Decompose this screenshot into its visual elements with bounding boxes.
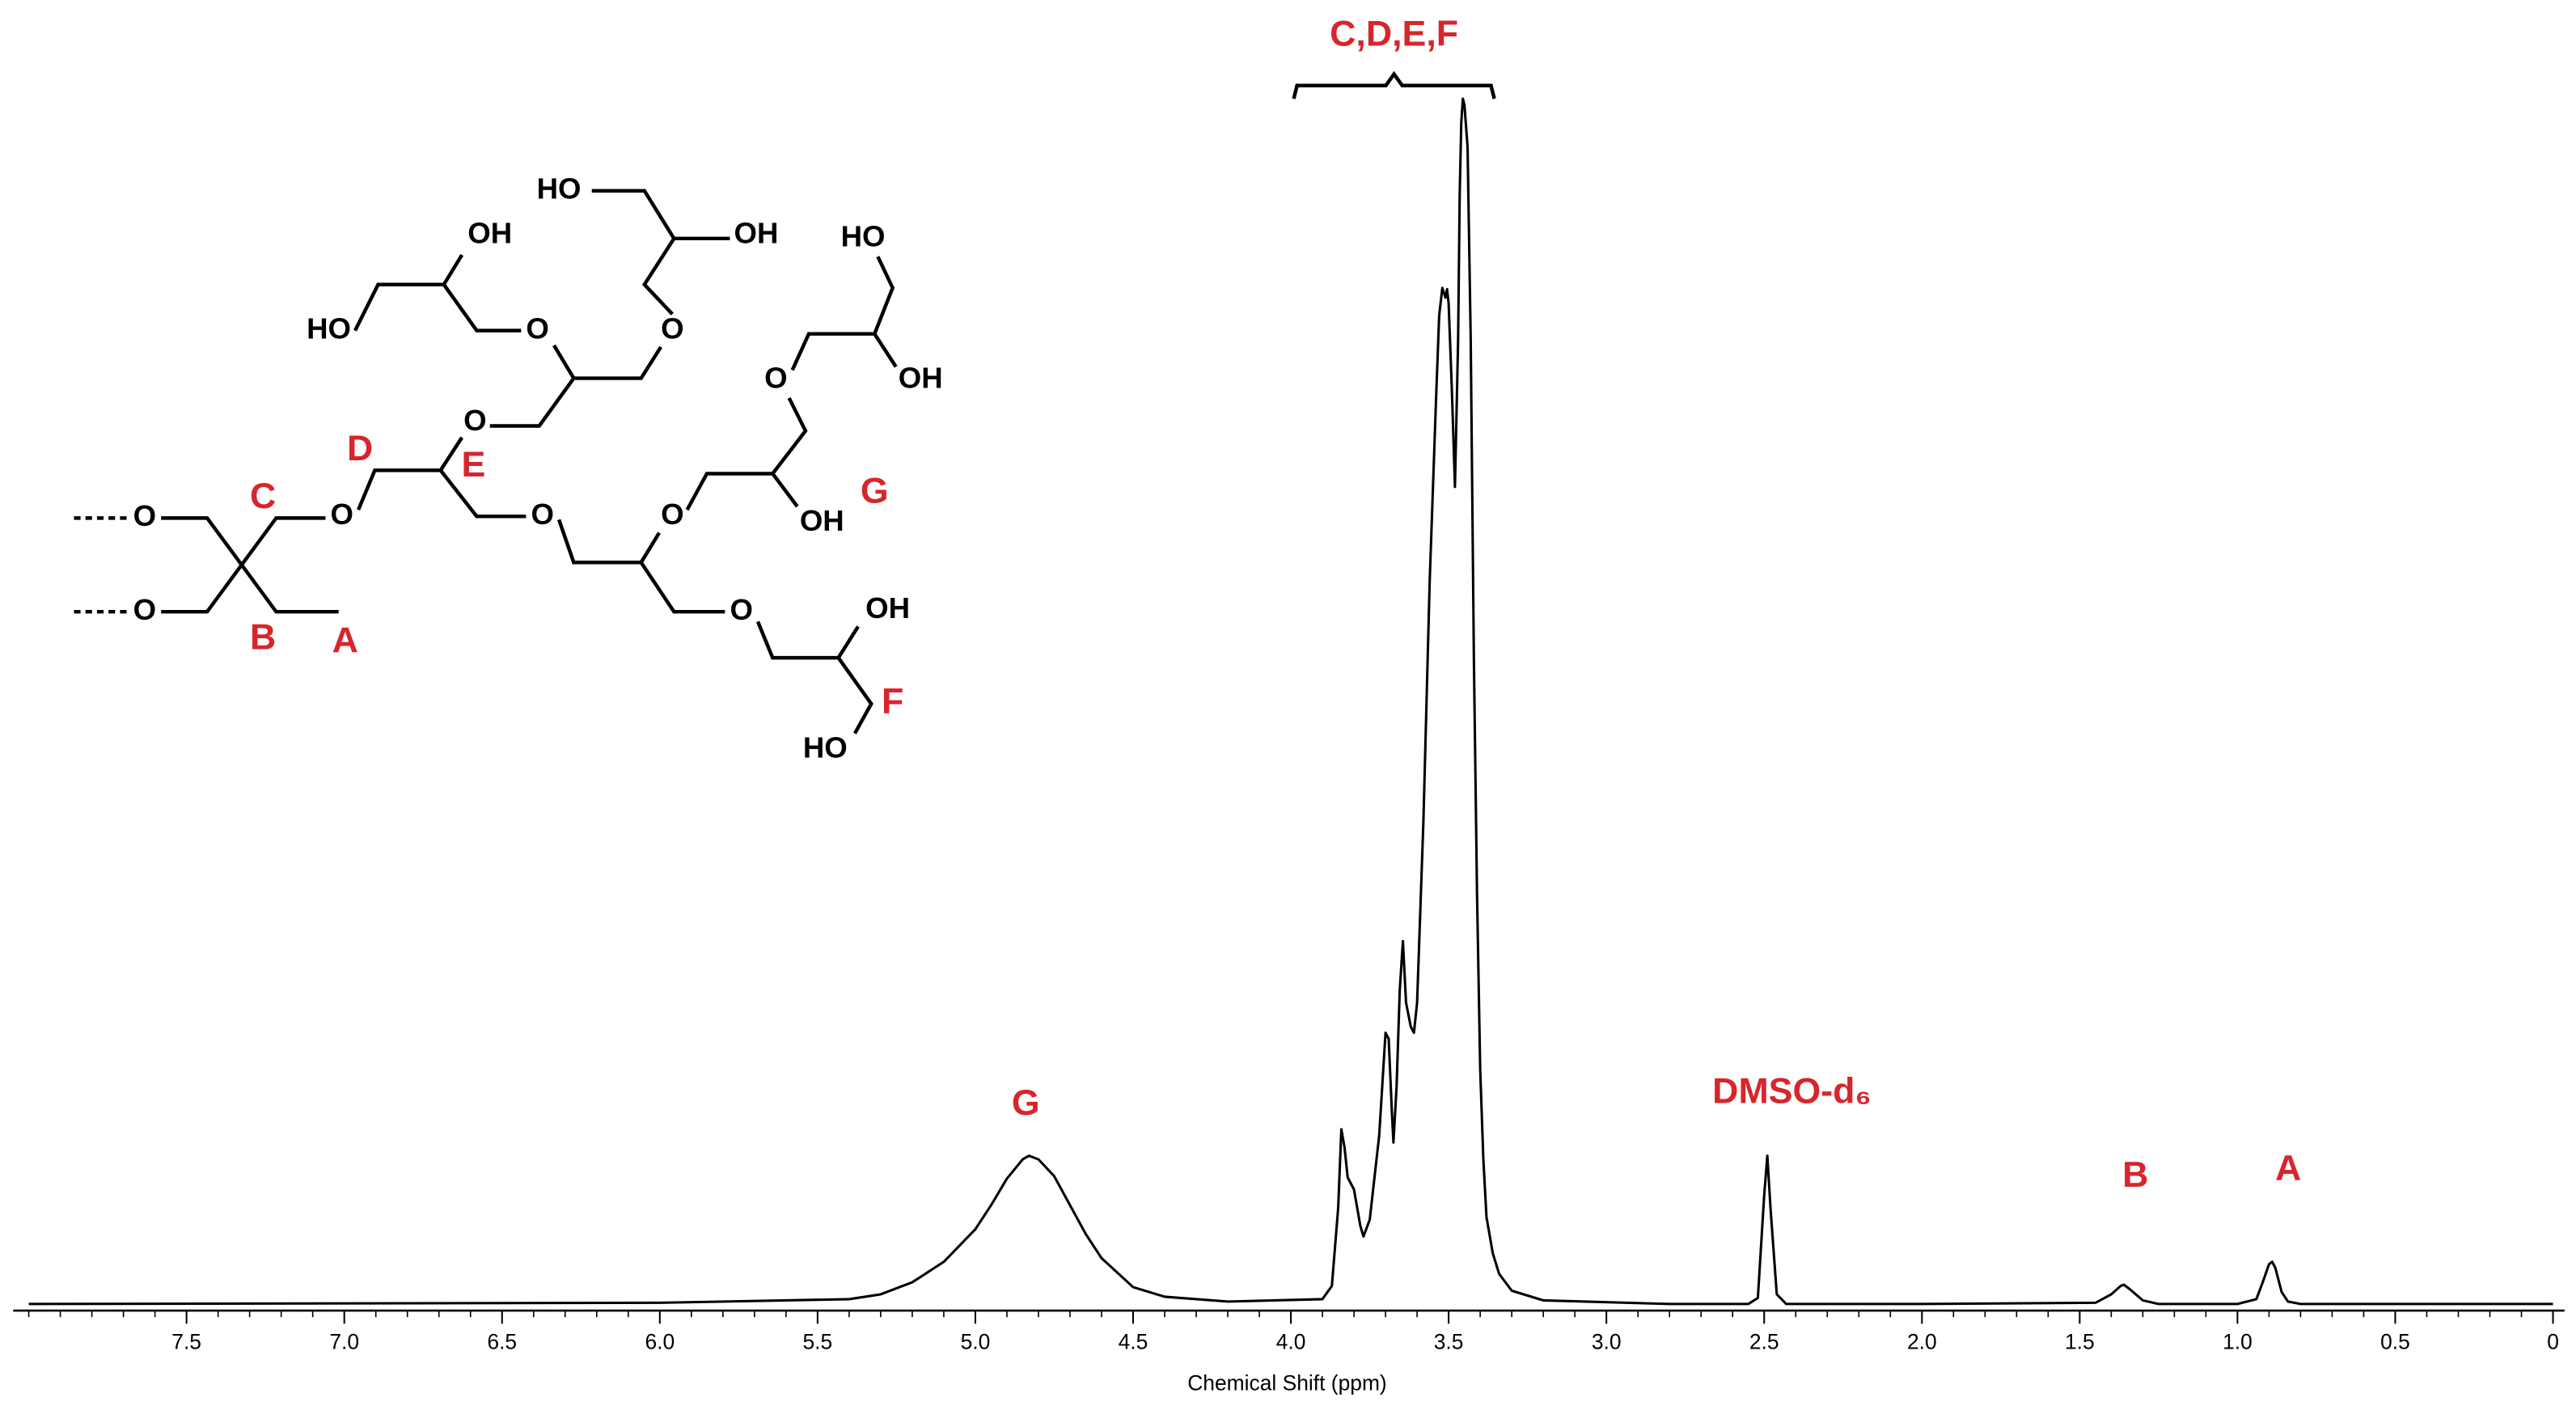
position-label: C <box>250 476 276 516</box>
x-axis-label: Chemical Shift (ppm) <box>1187 1370 1387 1395</box>
bond <box>74 516 129 614</box>
x-tick-label: 3.0 <box>1592 1330 1622 1354</box>
x-tick-label: 3.5 <box>1434 1330 1464 1354</box>
x-tick-label: 5.5 <box>803 1330 833 1354</box>
atom-label: O <box>526 311 548 345</box>
atom-label: HO <box>537 172 582 205</box>
spectrum-line <box>28 97 2553 1306</box>
x-tick-label: 6.5 <box>487 1330 517 1354</box>
atom-label: O <box>133 593 156 626</box>
position-label: G <box>861 472 889 511</box>
atom-label: HO <box>841 219 886 252</box>
atom-label: O <box>331 498 353 531</box>
x-tick-label: 5.0 <box>961 1330 991 1354</box>
x-tick-label: 7.5 <box>171 1330 201 1354</box>
atom-label: O <box>661 311 683 345</box>
annotation: G <box>1012 1083 1040 1123</box>
atom-label: O <box>463 404 486 437</box>
annotation: C,D,E,F <box>1330 15 1458 54</box>
atom-label: HO <box>803 731 848 764</box>
annotation: A <box>2275 1149 2301 1188</box>
atom-label: OH <box>865 591 910 625</box>
position-label: A <box>332 621 358 661</box>
x-tick-label: 0 <box>2547 1330 2559 1354</box>
atom-label: O <box>764 361 787 394</box>
brace <box>1292 70 1496 100</box>
x-tick-label: 0.5 <box>2380 1330 2410 1354</box>
position-label: D <box>347 429 373 468</box>
atom-label: OH <box>899 361 943 394</box>
atom-label: OH <box>467 216 512 249</box>
atom-label: OH <box>800 504 844 537</box>
position-label: B <box>250 618 276 658</box>
atom-label: O <box>730 593 752 626</box>
atom-label: O <box>661 498 683 531</box>
bond <box>161 188 898 735</box>
x-tick-label: 4.0 <box>1276 1330 1306 1354</box>
position-label: E <box>461 445 485 485</box>
x-tick-label: 1.5 <box>2065 1330 2095 1354</box>
x-tick-label: 2.5 <box>1749 1330 1779 1354</box>
structure: HO OH OH HO O O HO OH O O O O O O OH O O… <box>74 172 943 764</box>
atom-label: O <box>133 499 156 532</box>
atom-label: HO <box>307 311 351 345</box>
position-label: F <box>882 682 903 722</box>
x-tick-label: 2.0 <box>1907 1330 1937 1354</box>
annotation: DMSO-d₆ <box>1712 1072 1872 1112</box>
annotation: B <box>2122 1155 2148 1195</box>
x-tick-label: 4.5 <box>1119 1330 1148 1354</box>
atom-label: O <box>531 498 554 531</box>
atom-label: OH <box>734 216 779 249</box>
x-tick-label: 6.0 <box>645 1330 675 1354</box>
x-tick-label: 1.0 <box>2223 1330 2252 1354</box>
x-tick-label: 7.0 <box>329 1330 359 1354</box>
